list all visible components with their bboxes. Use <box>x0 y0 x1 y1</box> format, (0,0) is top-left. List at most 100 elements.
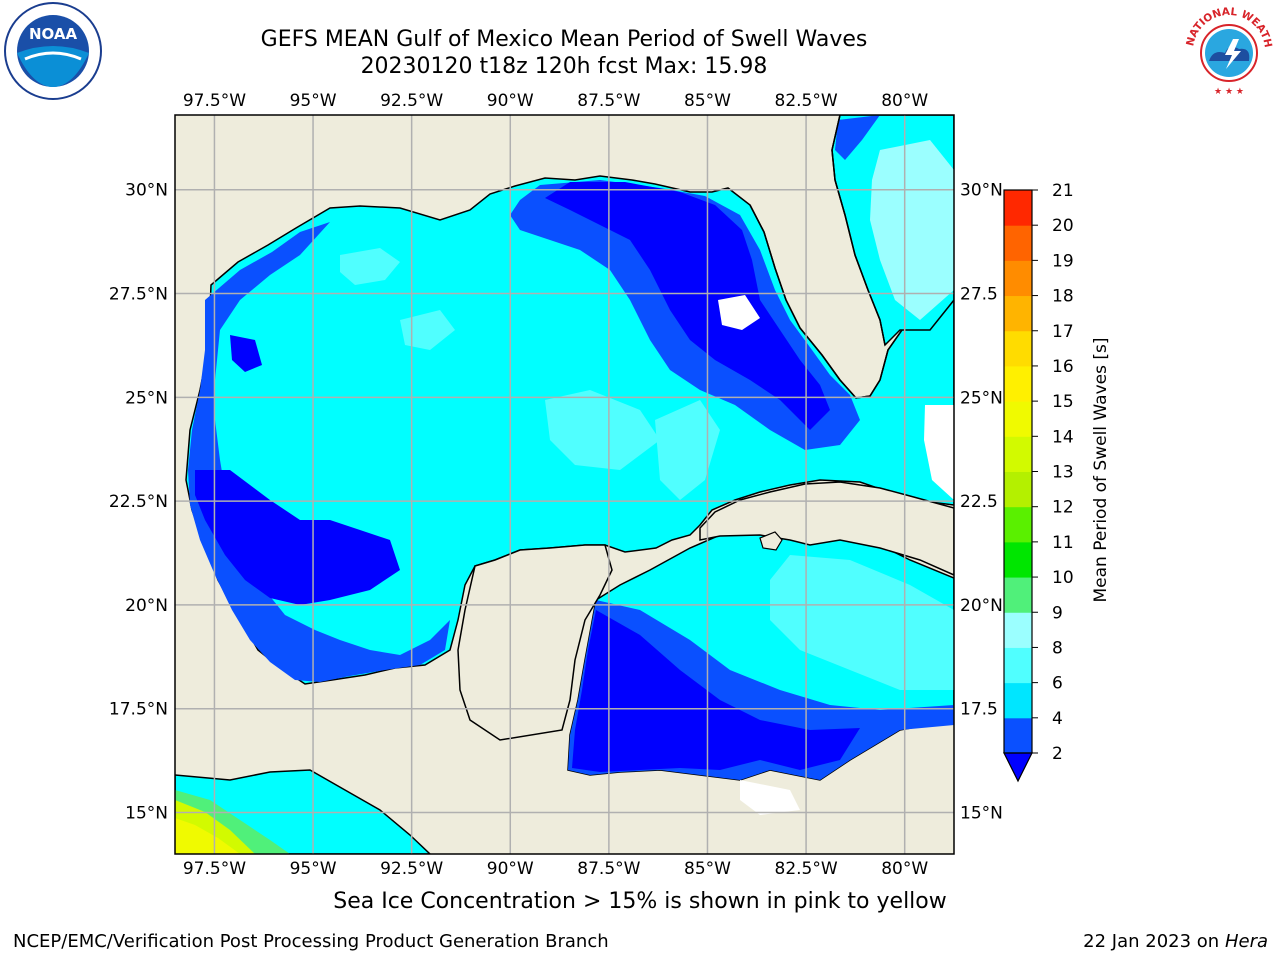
lat-tick-label-right: 15°N <box>960 803 1003 823</box>
atlantic-light-cyan <box>870 140 954 320</box>
florida-nodata <box>718 295 760 330</box>
colorbar-tick-label: 21 <box>1052 181 1074 201</box>
lon-tick-label-bottom: 85°W <box>684 859 731 879</box>
map-figure: 97.5°W 97.5°W 95°W 95°W 92.5°W 92.5°W 90°W 90°W… <box>109 91 1111 879</box>
colorbar-swatch <box>1004 506 1032 543</box>
lon-tick-label-bottom: 90°W <box>487 859 534 879</box>
lon-tick-label-top: 82.5°W <box>775 91 838 111</box>
render-timestamp: 22 Jan 2023 on Hera <box>1083 931 1268 952</box>
lat-tick-label-right: 30°N <box>960 181 1003 201</box>
lon-tick-label-top: 85°W <box>684 91 731 111</box>
noaa-logo-icon: NOAA <box>4 2 102 100</box>
lon-tick-label-top: 90°W <box>487 91 534 111</box>
lon-tick-label-bottom: 95°W <box>290 859 337 879</box>
svg-text:★ ★ ★: ★ ★ ★ <box>1214 87 1244 97</box>
colorbar-tick-label: 15 <box>1052 392 1074 412</box>
yucatan-land <box>457 544 613 741</box>
gulf-blue-west-patch <box>230 335 262 372</box>
lon-tick-label-bottom: 92.5°W <box>380 859 443 879</box>
colorbar-swatch <box>1004 541 1032 578</box>
tick-labels: 97.5°W 97.5°W 95°W 95°W 92.5°W 92.5°W 90°W 90°W… <box>109 91 1003 879</box>
cuba-land <box>699 481 954 576</box>
lon-tick-label-top: 80°W <box>881 91 928 111</box>
colorbar-swatch <box>1004 682 1032 719</box>
isla-juventud <box>759 531 783 551</box>
colorbar-tick-label: 20 <box>1052 216 1074 236</box>
lon-tick-label-bottom: 97.5°W <box>183 859 246 879</box>
colorbar-tick-label: 17 <box>1052 322 1074 342</box>
colorbar-swatch <box>1004 330 1032 367</box>
producer-credit: NCEP/EMC/Verification Post Processing Pr… <box>13 931 609 952</box>
colorbar-tick-label: 4 <box>1052 709 1063 729</box>
lat-tick-label-left: 27.5°N <box>109 285 168 305</box>
colorbar-label: Mean Period of Swell Waves [s] <box>1091 338 1111 603</box>
render-date: 22 Jan 2023 on <box>1083 931 1220 952</box>
colorbar-tick-label: 8 <box>1052 638 1063 658</box>
caribbean-deep-blue <box>572 610 860 772</box>
colorbar-extend-arrow <box>1003 752 1033 783</box>
gridlines <box>175 115 954 854</box>
lat-tick-label-left: 22.5°N <box>109 492 168 512</box>
lat-tick-label-left: 17.5°N <box>109 700 168 720</box>
florida-coastline <box>749 115 903 399</box>
lat-tick-label-right: 27.5 <box>960 285 998 305</box>
colorbar-swatch <box>1004 471 1032 508</box>
colorbar-tick-label: 14 <box>1052 427 1074 447</box>
colorbar-tick-label: 13 <box>1052 463 1074 483</box>
chart-subtitle: 20230120 t18z 120h fcst Max: 15.98 <box>360 54 768 79</box>
colorbar-tick-label: 6 <box>1052 674 1063 694</box>
lat-tick-label-left: 20°N <box>125 596 168 616</box>
honduras-coast-nodata <box>740 780 800 815</box>
colorbar-swatch <box>1004 401 1032 437</box>
lat-tick-label-left: 30°N <box>125 181 168 201</box>
colorbar-swatch <box>1004 717 1032 754</box>
colorbar-tick-label: 10 <box>1052 568 1074 588</box>
chart-title: GEFS MEAN Gulf of Mexico Mean Period of … <box>260 27 868 52</box>
lon-tick-label-bottom: 87.5°W <box>577 859 640 879</box>
lat-tick-label-right: 20°N <box>960 596 1003 616</box>
colorbar-tick-label: 18 <box>1052 287 1074 307</box>
colorbar: 2 4 6 8 9 10 11 12 13 14 15 16 17 18 19 20 21 <box>1003 181 1074 783</box>
colorbar-tick-label: 19 <box>1052 251 1074 271</box>
gulf-deep-blue-sw <box>195 470 400 605</box>
lat-tick-label-left: 25°N <box>125 388 168 408</box>
bahamas-nodata <box>924 405 954 500</box>
colorbar-swatch <box>1004 647 1032 684</box>
nws-logo-icon: NATIONAL WEATHER SERVICE ★ ★ ★ <box>1179 1 1277 99</box>
render-host: Hera <box>1224 931 1268 952</box>
gulf-light-cyan-patch-2 <box>545 390 660 470</box>
colorbar-swatch <box>1004 365 1032 402</box>
map-frame <box>174 114 955 855</box>
colorbar-tick-label: 12 <box>1052 498 1074 518</box>
colorbar-swatch <box>1004 260 1032 297</box>
lon-tick-label-bottom: 80°W <box>881 859 928 879</box>
lat-tick-label-right: 22.5 <box>960 492 998 512</box>
lat-tick-label-left: 15°N <box>125 803 168 823</box>
colorbar-swatch <box>1004 225 1032 261</box>
lon-tick-label-top: 95°W <box>290 91 337 111</box>
gulf-deep-blue-east <box>545 182 830 430</box>
lon-tick-label-bottom: 82.5°W <box>775 859 838 879</box>
lon-tick-label-top: 87.5°W <box>577 91 640 111</box>
gulf-light-cyan-patch-1 <box>340 248 400 285</box>
colorbar-tick-label: 9 <box>1052 603 1063 623</box>
gulf-light-cyan-patch-3 <box>655 400 720 500</box>
colorbar-swatch <box>1004 577 1032 613</box>
lat-tick-label-right: 25°N <box>960 388 1003 408</box>
sea-ice-note: Sea Ice Concentration > 15% is shown in … <box>333 889 947 914</box>
lat-tick-label-right: 17.5 <box>960 700 998 720</box>
lon-tick-label-top: 92.5°W <box>380 91 443 111</box>
caribbean-light-cyan <box>770 555 954 690</box>
colorbar-swatch <box>1004 295 1032 332</box>
colorbar-swatch <box>1004 190 1032 226</box>
gulf-light-cyan-patch-4 <box>400 310 455 350</box>
noaa-logo-text: NOAA <box>29 25 78 43</box>
colorbar-tick-label: 2 <box>1052 744 1063 764</box>
colorbar-tick-label: 11 <box>1052 533 1074 553</box>
map-area <box>175 115 954 854</box>
colorbar-swatch <box>1004 612 1032 648</box>
lon-tick-label-top: 97.5°W <box>183 91 246 111</box>
atlantic-blue-edge <box>835 115 880 160</box>
colorbar-swatch <box>1004 436 1032 472</box>
colorbar-tick-label: 16 <box>1052 357 1074 377</box>
